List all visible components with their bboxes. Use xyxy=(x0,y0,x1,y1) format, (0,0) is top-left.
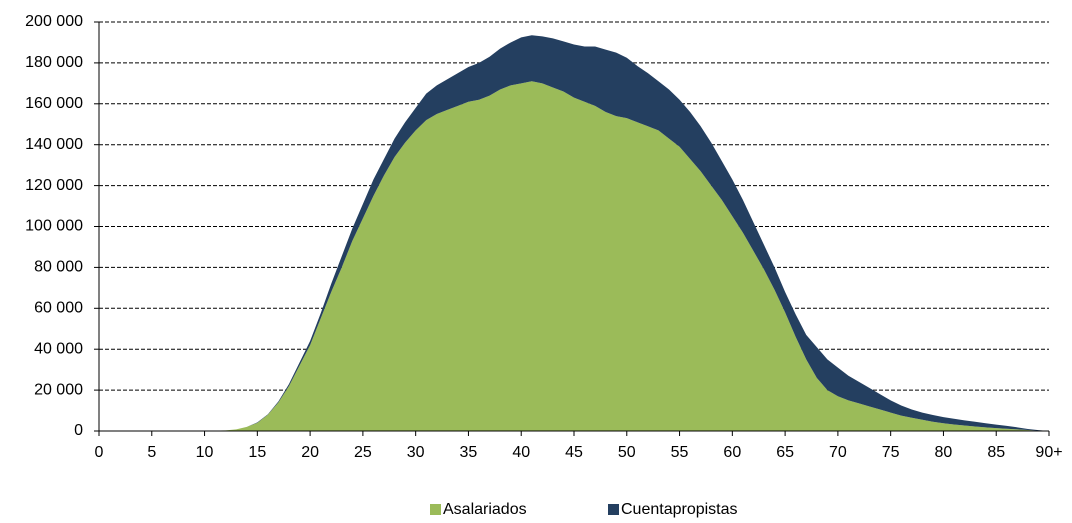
x-tick-label: 80 xyxy=(935,444,953,461)
axes: 0 20 000 40 000 60 000 80 000 100 000 120 000 1… xyxy=(25,13,1062,461)
y-tick-label: 200 000 xyxy=(25,13,83,30)
x-tick-label: 60 xyxy=(723,444,741,461)
plot-area xyxy=(99,35,1049,432)
x-tick-label: 30 xyxy=(407,444,425,461)
x-tick-label: 90+ xyxy=(1035,444,1062,461)
x-tick-label: 65 xyxy=(776,444,794,461)
x-tick-label: 0 xyxy=(95,444,104,461)
x-tick-label: 25 xyxy=(354,444,372,461)
area xyxy=(99,81,1049,432)
y-tick-label: 40 000 xyxy=(34,340,83,357)
x-tick-label: 20 xyxy=(301,444,319,461)
y-tick-label: 20 000 xyxy=(34,381,83,398)
y-tick-label: 120 000 xyxy=(25,177,83,194)
legend-label: Asalariados xyxy=(443,501,527,518)
legend-swatch xyxy=(608,504,619,515)
x-tick-label: 55 xyxy=(671,444,689,461)
y-tick-label: 100 000 xyxy=(25,218,83,235)
y-tick-label: 140 000 xyxy=(25,136,83,153)
y-tick-label: 180 000 xyxy=(25,54,83,71)
x-tick-label: 85 xyxy=(987,444,1005,461)
y-tick-label: 80 000 xyxy=(34,259,83,276)
x-tick-label: 50 xyxy=(618,444,636,461)
y-tick-label: 0 xyxy=(74,422,83,439)
x-tick-label: 35 xyxy=(460,444,478,461)
x-tick-label: 70 xyxy=(829,444,847,461)
legend-label: Cuentapropistas xyxy=(621,501,738,518)
y-tick-label: 160 000 xyxy=(25,95,83,112)
x-tick-label: 10 xyxy=(196,444,214,461)
x-tick-label: 75 xyxy=(882,444,900,461)
x-tick-label: 5 xyxy=(147,444,156,461)
y-tick-label: 60 000 xyxy=(34,300,83,317)
legend: Asalariados Cuentapropistas xyxy=(430,501,738,518)
x-tick-label: 15 xyxy=(248,444,266,461)
x-tick-label: 40 xyxy=(512,444,530,461)
legend-swatch xyxy=(430,504,441,515)
x-tick-label: 45 xyxy=(565,444,583,461)
